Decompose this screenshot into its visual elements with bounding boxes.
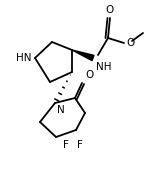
Text: NH: NH — [96, 62, 112, 72]
Polygon shape — [72, 50, 94, 61]
Text: O: O — [106, 5, 114, 15]
Text: N: N — [57, 105, 65, 115]
Text: HN: HN — [16, 53, 32, 63]
Text: F: F — [77, 140, 83, 150]
Text: O: O — [126, 38, 134, 48]
Text: F: F — [63, 140, 69, 150]
Text: O: O — [85, 70, 93, 80]
